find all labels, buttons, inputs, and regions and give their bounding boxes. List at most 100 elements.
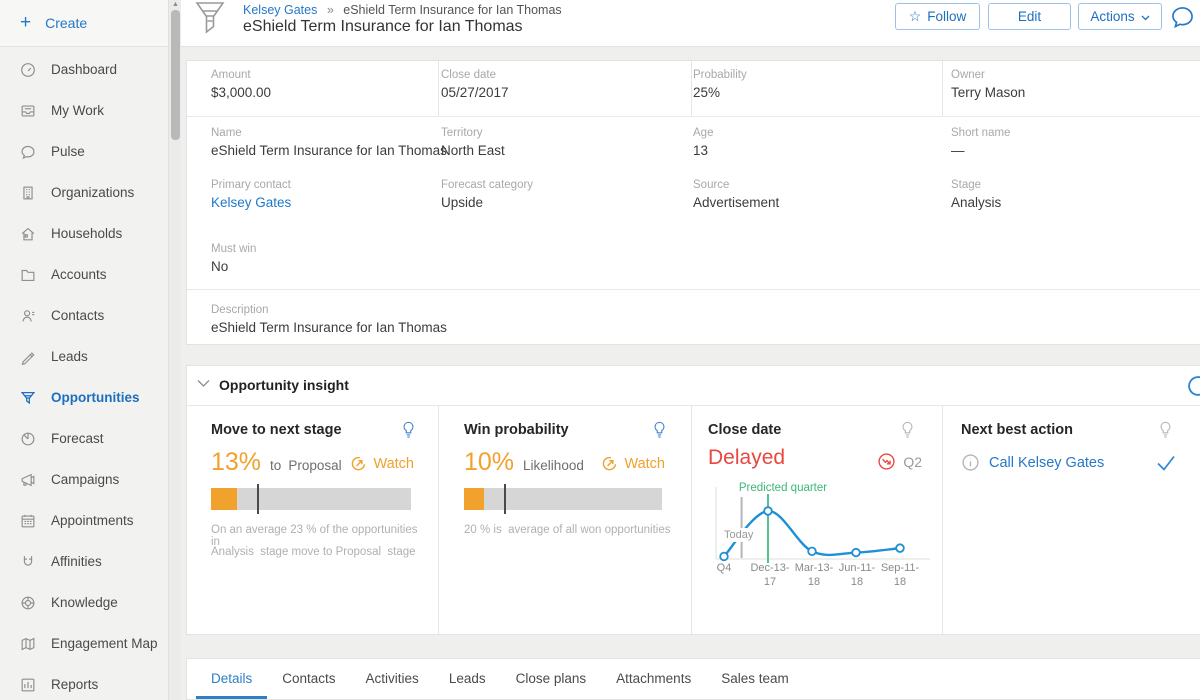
follow-button[interactable]: ☆ Follow xyxy=(895,3,980,30)
watch-link[interactable]: Watch xyxy=(350,455,414,472)
scrollbar-thumb[interactable] xyxy=(171,10,180,140)
sidebar-scrollbar[interactable]: ▲ xyxy=(168,0,181,700)
divider xyxy=(691,61,692,116)
insight-card-close-date: Close date Delayed Q2 Predicted quarter xyxy=(691,406,942,634)
sidebar-item-appointments[interactable]: Appointments xyxy=(0,500,168,541)
field-stage: Stage Analysis xyxy=(951,179,1002,210)
trend-down-icon[interactable] xyxy=(877,452,896,471)
field-forecast-category: Forecast category Upside xyxy=(441,179,534,210)
close-date-chart xyxy=(715,487,930,563)
benchmark-marker xyxy=(257,484,259,514)
primary-contact-link[interactable]: Kelsey Gates xyxy=(211,195,292,210)
chart-x-label: Q4 xyxy=(716,562,732,574)
insight-card-move-to-next-stage: Move to next stage 13% to Proposal Watch… xyxy=(211,421,421,558)
opportunities-icon xyxy=(19,389,37,407)
sidebar-item-affinities[interactable]: Affinities xyxy=(0,541,168,582)
opportunity-insight-panel: Opportunity insight Move to next stage 1… xyxy=(186,365,1200,635)
progress-fill xyxy=(211,488,237,510)
accounts-icon xyxy=(19,266,37,284)
sidebar-item-opportunities[interactable]: Opportunities xyxy=(0,377,168,418)
field-owner: Owner Terry Mason xyxy=(951,69,1026,100)
my-work-icon xyxy=(19,102,37,120)
chat-bubble-icon[interactable] xyxy=(1169,4,1196,31)
insight-title: Opportunity insight xyxy=(219,377,349,393)
sidebar-nav: Dashboard My Work Pulse Organizations Ho… xyxy=(0,47,168,700)
breadcrumb-separator: » xyxy=(326,3,334,17)
sidebar-item-knowledge[interactable]: Knowledge xyxy=(0,582,168,623)
actions-button[interactable]: Actions xyxy=(1078,3,1162,30)
field-must-win: Must win No xyxy=(211,243,257,274)
contacts-icon xyxy=(19,307,37,325)
refresh-icon[interactable] xyxy=(1185,373,1200,399)
sidebar-item-accounts[interactable]: Accounts xyxy=(0,254,168,295)
field-probability: Probability 25% xyxy=(693,69,747,100)
watch-link[interactable]: Watch xyxy=(601,455,665,472)
create-button[interactable]: + Create xyxy=(0,0,168,47)
leads-icon xyxy=(19,348,37,366)
tab-sales-team[interactable]: Sales team xyxy=(721,671,789,686)
collapse-chevron-icon[interactable] xyxy=(197,379,210,388)
scrollbar-up-arrow[interactable]: ▲ xyxy=(172,1,179,8)
field-source: Source Advertisement xyxy=(693,179,780,210)
tab-attachments[interactable]: Attachments xyxy=(616,671,692,686)
detail-tabs-panel: Details Contacts Activities Leads Close … xyxy=(186,658,1200,700)
progress-fill xyxy=(464,488,484,510)
sidebar-item-engagement-map[interactable]: Engagement Map xyxy=(0,623,168,664)
engagement-map-icon xyxy=(19,635,37,653)
tab-details[interactable]: Details xyxy=(196,659,268,699)
watch-icon xyxy=(352,456,366,471)
lightbulb-icon[interactable] xyxy=(1158,421,1173,438)
dashboard-icon xyxy=(19,61,37,79)
plus-icon: + xyxy=(20,12,32,33)
sidebar-item-campaigns[interactable]: Campaigns xyxy=(0,459,168,500)
sidebar-item-reports[interactable]: Reports xyxy=(0,664,168,700)
lightbulb-icon[interactable] xyxy=(900,421,915,438)
field-amount: Amount $3,000.00 xyxy=(211,69,272,100)
tab-leads[interactable]: Leads xyxy=(448,671,486,686)
pulse-icon xyxy=(19,143,37,161)
field-territory: Territory North East xyxy=(441,127,505,158)
chart-x-label: Jun-11- 18 xyxy=(838,562,876,588)
chart-x-label: Mar-13- 18 xyxy=(794,562,834,588)
field-close-date: Close date 05/27/2017 xyxy=(441,69,509,100)
sidebar-item-my-work[interactable]: My Work xyxy=(0,90,168,131)
close-date-status: Delayed xyxy=(708,446,786,469)
sidebar: + Create Dashboard My Work Pulse Organiz… xyxy=(0,0,168,700)
tab-activities[interactable]: Activities xyxy=(365,671,419,686)
checkmark-icon[interactable] xyxy=(1155,454,1177,472)
stage-progress-bar xyxy=(211,484,411,514)
affinities-icon xyxy=(19,553,37,571)
field-primary-contact: Primary contact Kelsey Gates xyxy=(211,179,292,210)
sidebar-item-pulse[interactable]: Pulse xyxy=(0,131,168,172)
insight-card-win-probability: Win probability 10% Likelihood Watch 20 … xyxy=(438,406,691,634)
divider xyxy=(187,116,1200,117)
households-icon xyxy=(19,225,37,243)
sidebar-item-forecast[interactable]: Forecast xyxy=(0,418,168,459)
field-short-name: Short name — xyxy=(951,127,1011,158)
edit-button[interactable]: Edit xyxy=(988,3,1071,30)
lightbulb-icon[interactable] xyxy=(401,421,416,438)
probability-progress-bar xyxy=(464,484,662,514)
benchmark-marker xyxy=(503,484,506,514)
sidebar-item-households[interactable]: Households xyxy=(0,213,168,254)
insight-body: Move to next stage 13% to Proposal Watch… xyxy=(187,406,1200,634)
sidebar-item-contacts[interactable]: Contacts xyxy=(0,295,168,336)
opportunity-funnel-icon xyxy=(193,1,227,45)
sidebar-item-organizations[interactable]: Organizations xyxy=(0,172,168,213)
call-contact-link[interactable]: Call Kelsey Gates xyxy=(989,454,1105,471)
breadcrumb: Kelsey Gates » eShield Term Insurance fo… xyxy=(243,3,562,17)
field-name: Name eShield Term Insurance for Ian Thom… xyxy=(211,127,447,158)
divider xyxy=(942,61,943,116)
organizations-icon xyxy=(19,184,37,202)
sidebar-item-dashboard[interactable]: Dashboard xyxy=(0,49,168,90)
sidebar-item-leads[interactable]: Leads xyxy=(0,336,168,377)
chart-x-label: Dec-13- 17 xyxy=(750,562,790,588)
page-header: Kelsey Gates » eShield Term Insurance fo… xyxy=(181,0,1200,47)
tab-close-plans[interactable]: Close plans xyxy=(515,671,587,686)
lightbulb-icon[interactable] xyxy=(652,421,667,438)
info-icon[interactable] xyxy=(961,453,980,472)
breadcrumb-parent-link[interactable]: Kelsey Gates xyxy=(243,3,318,17)
chart-x-label: Sep-11- 18 xyxy=(880,562,920,588)
probability-percent: 10% Likelihood xyxy=(464,448,584,476)
tab-contacts[interactable]: Contacts xyxy=(282,671,336,686)
